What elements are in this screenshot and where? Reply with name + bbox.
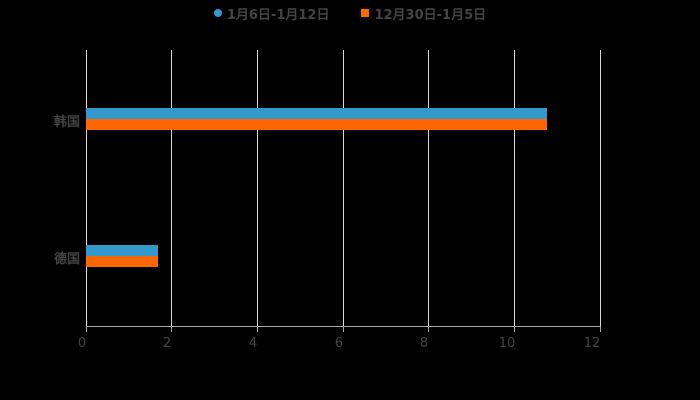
x-tick (343, 326, 344, 332)
gridline (343, 50, 344, 326)
bar-germany-series-2[interactable] (86, 256, 158, 267)
gridline (86, 50, 87, 326)
x-tick-label: 8 (419, 336, 429, 351)
chart-legend: 1月6日-1月12日 12月30日-1月5日 (0, 4, 700, 23)
x-tick-label: 2 (162, 336, 172, 351)
x-tick (514, 326, 515, 332)
gridline (600, 50, 601, 326)
x-tick (171, 326, 172, 332)
gridline (257, 50, 258, 326)
category-label-germany: 德国 (53, 252, 80, 267)
x-tick-label: 10 (498, 336, 516, 351)
legend-square-icon (361, 9, 370, 17)
bar-korea-series-2[interactable] (86, 119, 547, 130)
gridline (428, 50, 429, 326)
bar-korea-series-1[interactable] (86, 108, 547, 119)
legend-label: 12月30日-1月5日 (374, 7, 487, 23)
x-tick (600, 326, 601, 332)
legend-dot-icon (213, 9, 222, 17)
x-tick-label: 0 (77, 336, 87, 351)
legend-item-series-2[interactable]: 12月30日-1月5日 (361, 4, 487, 23)
x-tick-label: 6 (334, 336, 344, 351)
category-label-korea: 韩国 (53, 115, 80, 130)
legend-item-series-1[interactable]: 1月6日-1月12日 (213, 4, 330, 23)
x-tick (257, 326, 258, 332)
gridline (171, 50, 172, 326)
bar-germany-series-1[interactable] (86, 245, 158, 256)
x-tick (428, 326, 429, 332)
gridline (514, 50, 515, 326)
x-tick-label: 4 (248, 336, 258, 351)
x-tick-label: 12 (583, 336, 601, 351)
legend-label: 1月6日-1月12日 (226, 7, 330, 23)
x-tick (86, 326, 87, 332)
plot-area (86, 50, 601, 326)
